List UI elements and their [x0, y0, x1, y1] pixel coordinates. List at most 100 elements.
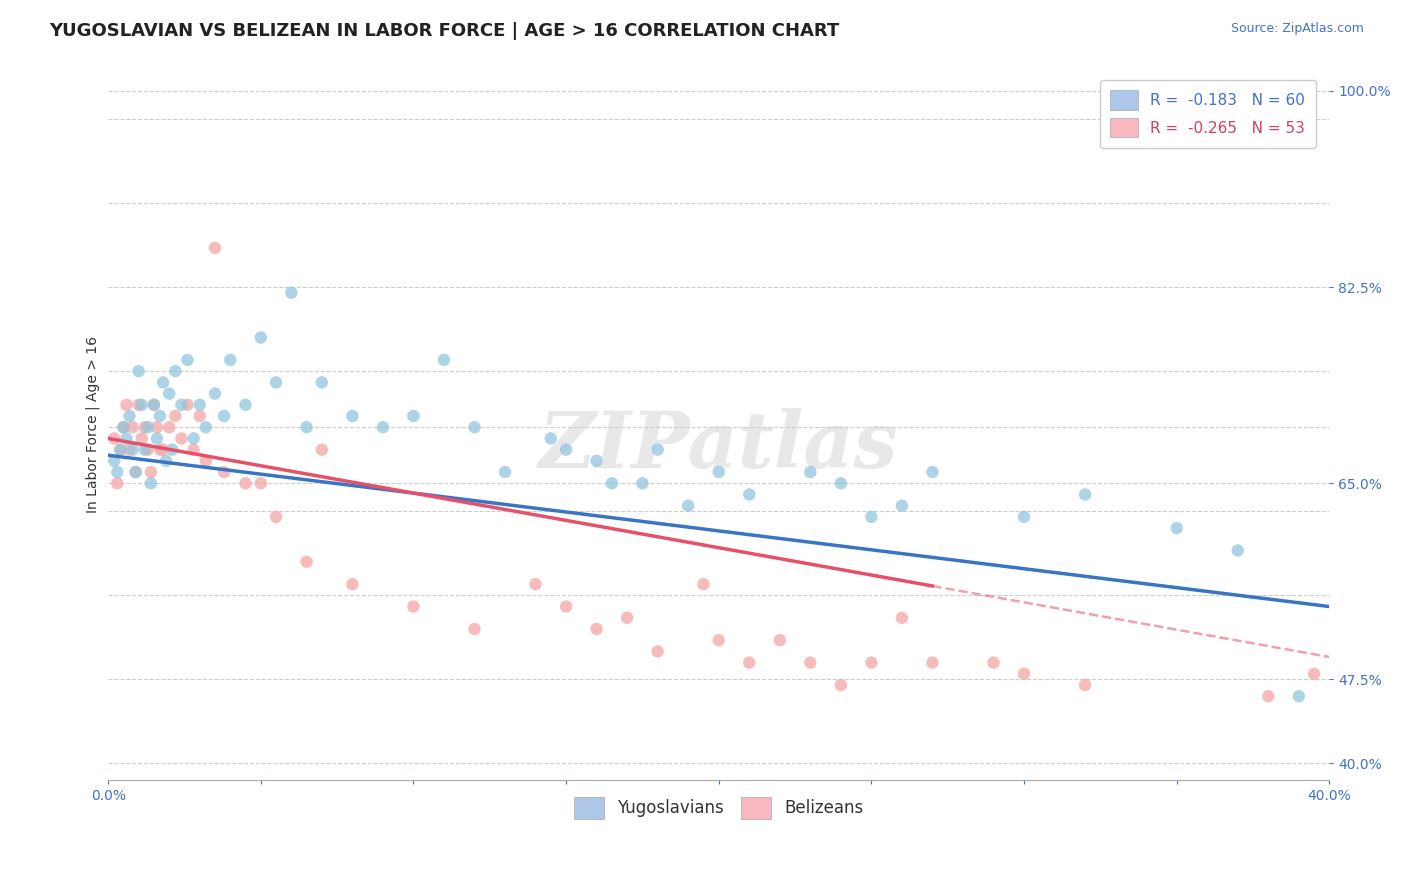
- Point: [112, 420, 135, 434]
- Point: [112, 420, 135, 434]
- Point: [170, 432, 193, 446]
- Point: [707, 633, 730, 648]
- Point: [921, 465, 943, 479]
- Point: [118, 409, 141, 423]
- Point: [162, 442, 184, 457]
- Point: [585, 622, 607, 636]
- Point: [707, 465, 730, 479]
- Point: [124, 465, 146, 479]
- Point: [860, 509, 883, 524]
- Point: [799, 465, 821, 479]
- Point: [128, 364, 150, 378]
- Point: [155, 454, 177, 468]
- Point: [830, 476, 852, 491]
- Point: [146, 420, 169, 434]
- Point: [139, 465, 162, 479]
- Point: [692, 577, 714, 591]
- Point: [110, 442, 132, 457]
- Point: [139, 476, 162, 491]
- Point: [311, 442, 333, 457]
- Point: [105, 465, 128, 479]
- Text: Source: ZipAtlas.com: Source: ZipAtlas.com: [1230, 22, 1364, 36]
- Point: [124, 465, 146, 479]
- Point: [235, 398, 257, 412]
- Point: [311, 376, 333, 390]
- Point: [647, 644, 669, 658]
- Point: [235, 476, 257, 491]
- Point: [1226, 543, 1249, 558]
- Point: [194, 420, 217, 434]
- Point: [149, 442, 172, 457]
- Point: [142, 398, 165, 412]
- Point: [152, 376, 174, 390]
- Point: [176, 353, 198, 368]
- Point: [1288, 690, 1310, 704]
- Point: [157, 386, 180, 401]
- Point: [280, 285, 302, 300]
- Point: [134, 420, 156, 434]
- Point: [103, 454, 125, 468]
- Point: [136, 442, 159, 457]
- Point: [342, 409, 364, 423]
- Point: [676, 499, 699, 513]
- Point: [188, 409, 211, 423]
- Point: [165, 364, 187, 378]
- Point: [799, 656, 821, 670]
- Point: [1303, 666, 1326, 681]
- Point: [769, 633, 792, 648]
- Point: [600, 476, 623, 491]
- Point: [585, 454, 607, 468]
- Point: [860, 656, 883, 670]
- Point: [219, 353, 242, 368]
- Point: [136, 420, 159, 434]
- Point: [983, 656, 1005, 670]
- Point: [115, 398, 138, 412]
- Point: [204, 241, 226, 255]
- Point: [921, 656, 943, 670]
- Point: [134, 442, 156, 457]
- Point: [176, 398, 198, 412]
- Point: [371, 420, 394, 434]
- Point: [212, 465, 235, 479]
- Point: [249, 330, 271, 344]
- Point: [165, 409, 187, 423]
- Point: [402, 409, 425, 423]
- Point: [524, 577, 547, 591]
- Point: [1257, 690, 1279, 704]
- Point: [1166, 521, 1188, 535]
- Point: [295, 555, 318, 569]
- Point: [152, 442, 174, 457]
- Point: [555, 599, 578, 614]
- Point: [295, 420, 318, 434]
- Point: [149, 409, 172, 423]
- Point: [555, 442, 578, 457]
- Point: [890, 499, 912, 513]
- Point: [264, 376, 287, 390]
- Point: [204, 386, 226, 401]
- Text: ZIPatlas: ZIPatlas: [538, 408, 898, 484]
- Point: [463, 420, 485, 434]
- Point: [212, 409, 235, 423]
- Point: [738, 656, 761, 670]
- Point: [121, 420, 143, 434]
- Point: [830, 678, 852, 692]
- Point: [194, 454, 217, 468]
- Point: [1074, 678, 1097, 692]
- Point: [738, 487, 761, 501]
- Point: [121, 442, 143, 457]
- Point: [118, 442, 141, 457]
- Point: [631, 476, 654, 491]
- Point: [264, 509, 287, 524]
- Text: YUGOSLAVIAN VS BELIZEAN IN LABOR FORCE | AGE > 16 CORRELATION CHART: YUGOSLAVIAN VS BELIZEAN IN LABOR FORCE |…: [49, 22, 839, 40]
- Point: [146, 432, 169, 446]
- Point: [402, 599, 425, 614]
- Point: [157, 420, 180, 434]
- Point: [890, 611, 912, 625]
- Point: [105, 476, 128, 491]
- Point: [342, 577, 364, 591]
- Y-axis label: In Labor Force | Age > 16: In Labor Force | Age > 16: [86, 336, 100, 513]
- Point: [1074, 487, 1097, 501]
- Point: [128, 398, 150, 412]
- Point: [110, 442, 132, 457]
- Point: [463, 622, 485, 636]
